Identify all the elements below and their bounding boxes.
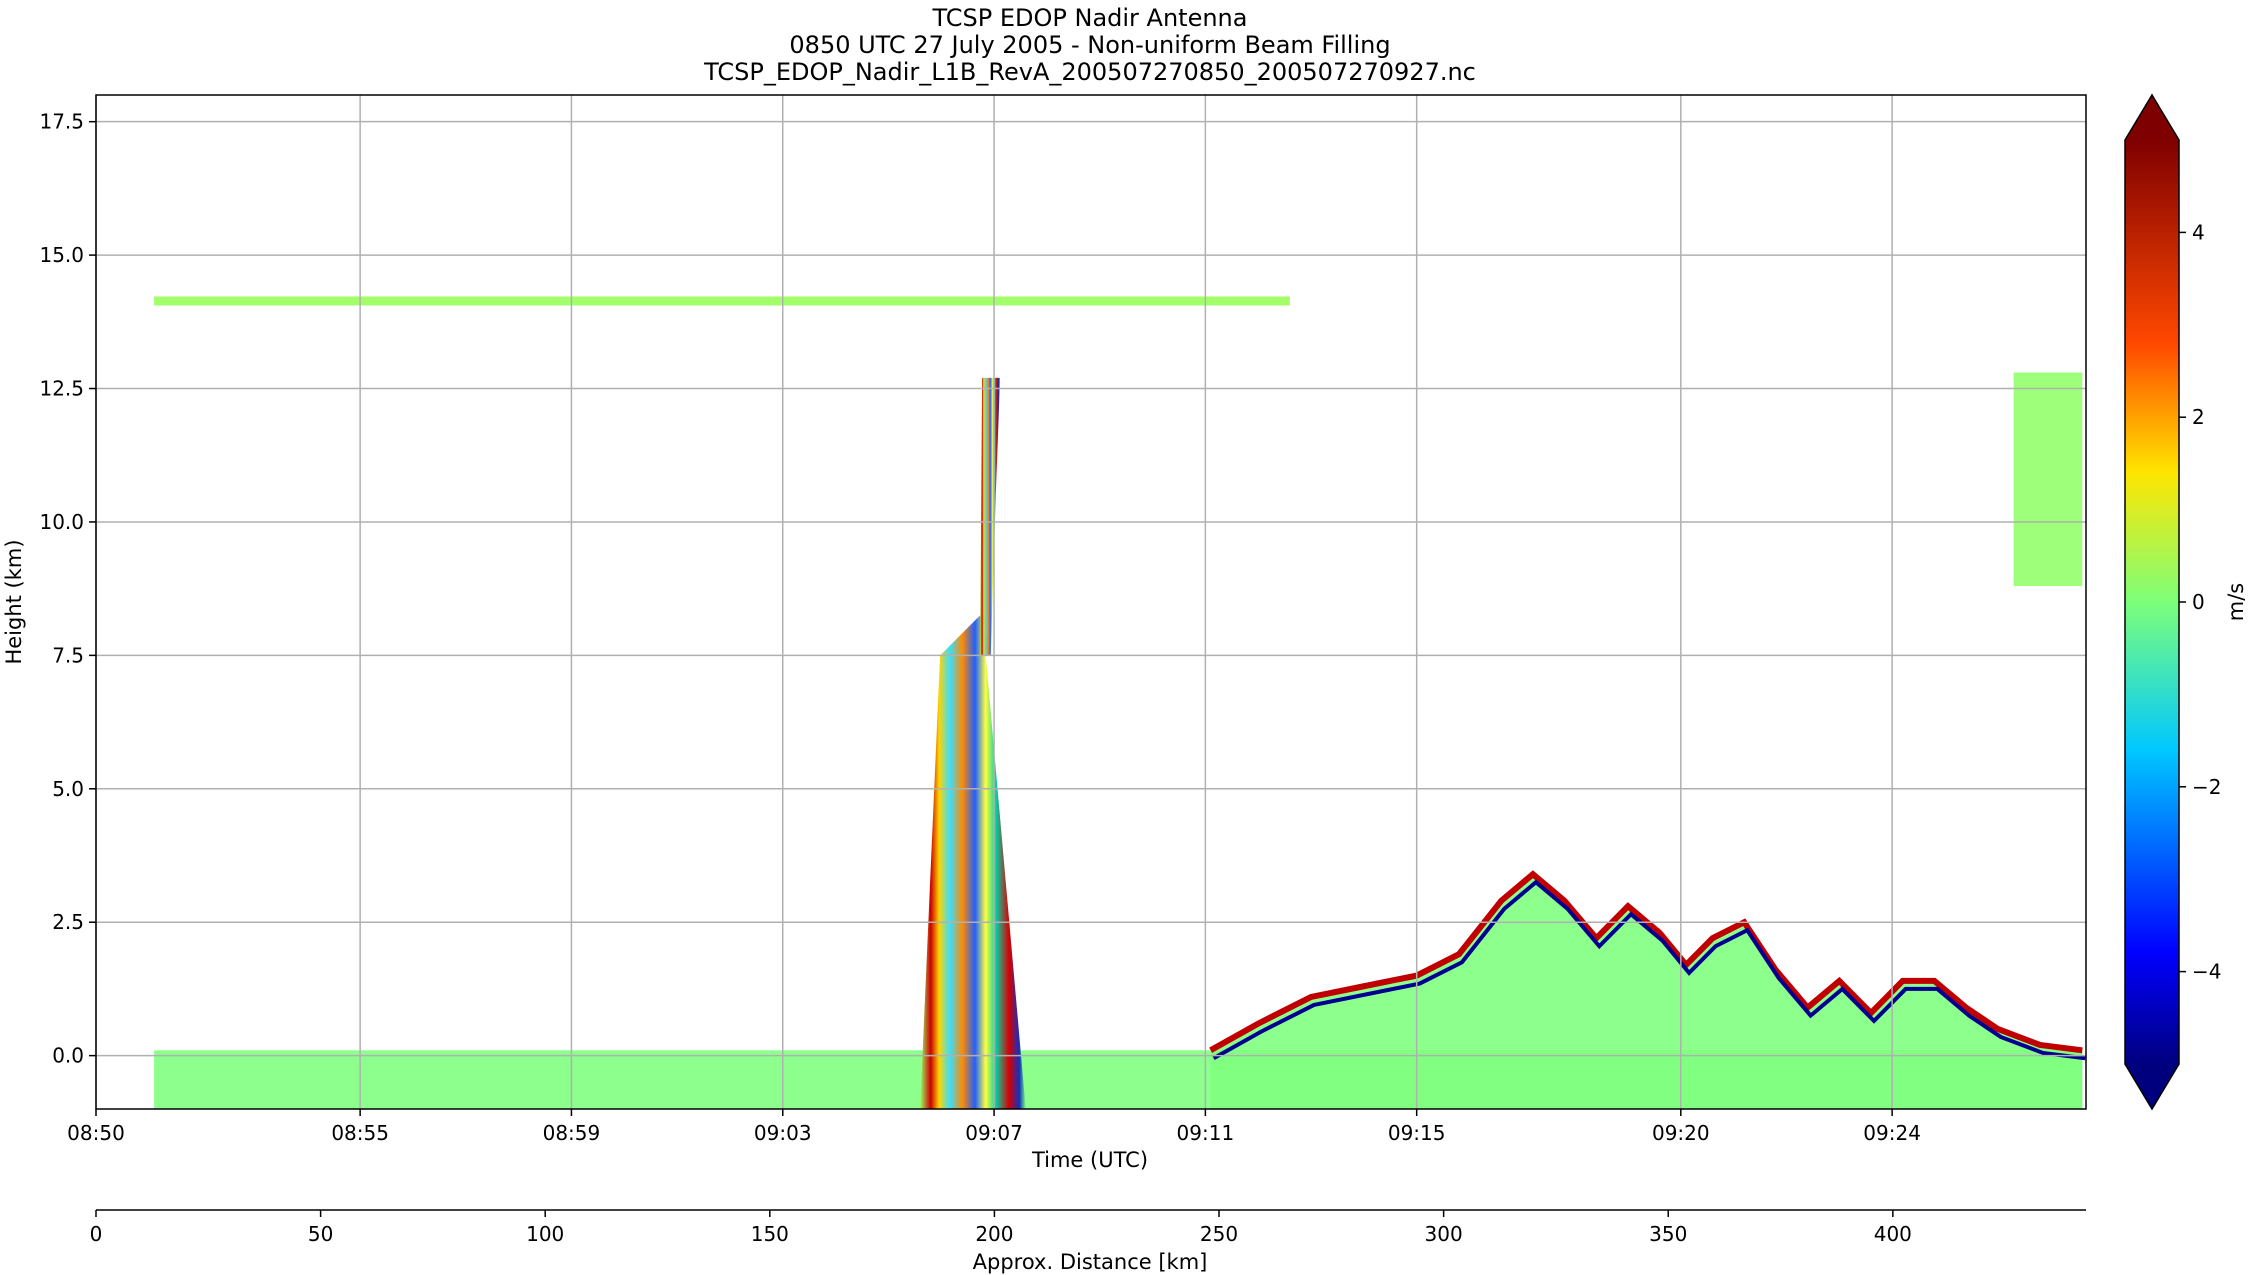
x-tick-label: 09:11 — [1177, 1121, 1235, 1145]
colorbar-tick-label: −4 — [2192, 960, 2221, 984]
colorbar-label: m/s — [2224, 583, 2248, 621]
x-tick-label: 08:50 — [67, 1121, 125, 1145]
y-tick-label: 0.0 — [52, 1044, 84, 1068]
colorbar-ticks: −4 −2 0 2 4 — [2179, 220, 2221, 984]
y-tick-label: 10.0 — [39, 510, 84, 534]
y-axis-label: Height (km) — [2, 539, 26, 664]
x-tick-label: 08:55 — [331, 1121, 389, 1145]
distance-tick-label: 400 — [1874, 1222, 1912, 1246]
y-tick-label: 7.5 — [52, 643, 84, 667]
distance-tick-label: 150 — [751, 1222, 789, 1246]
y-tick-label: 12.5 — [39, 377, 84, 401]
distance-axis-label: Approx. Distance [km] — [973, 1250, 1208, 1274]
colorbar-tick-label: 2 — [2192, 405, 2205, 429]
colorbar-extend-max — [2125, 95, 2179, 140]
grid — [95, 95, 2086, 1109]
colorbar-tick-label: −2 — [2192, 775, 2221, 799]
distance-tick-label: 100 — [526, 1222, 564, 1246]
data-layer — [154, 296, 2086, 1109]
convective-core-top — [980, 377, 1001, 656]
plot-frame — [95, 94, 2087, 1110]
chart-title-line-1: TCSP EDOP Nadir Antenna — [932, 4, 1248, 32]
x-tick-label: 08:59 — [543, 1121, 601, 1145]
feature-deep-convective-core — [920, 615, 1026, 1109]
colorbar-tick-label: 4 — [2192, 220, 2205, 244]
distance-tick-label: 200 — [975, 1222, 1013, 1246]
chart-title-line-2: 0850 UTC 27 July 2005 - Non-uniform Beam… — [789, 31, 1390, 59]
x-tick-label: 09:24 — [1863, 1121, 1921, 1145]
y-axis-ticks: 0.0 2.5 5.0 7.5 10.0 12.5 15.0 17.5 — [39, 110, 96, 1068]
y-tick-label: 17.5 — [39, 110, 84, 134]
distance-tick-label: 250 — [1200, 1222, 1238, 1246]
x-tick-label: 09:15 — [1388, 1121, 1446, 1145]
x-tick-label: 09:03 — [754, 1121, 812, 1145]
colorbar-outline — [2124, 93, 2180, 1111]
y-tick-label: 5.0 — [52, 777, 84, 801]
x-tick-label: 09:20 — [1652, 1121, 1710, 1145]
colorbar-tick-label: 0 — [2192, 590, 2205, 614]
x-tick-label: 09:07 — [965, 1121, 1023, 1145]
feature-precipitation-feature — [1210, 874, 2083, 1109]
distance-tick-label: 350 — [1649, 1222, 1687, 1246]
distance-axis-ticks: 0 50 100 150 200 250 300 350 400 — [90, 1210, 1912, 1246]
x-axis-ticks: 08:50 08:55 08:59 09:03 09:07 09:11 09:15 09:20… — [67, 1109, 1921, 1145]
colorbar-gradient — [2125, 140, 2179, 1064]
y-tick-label: 2.5 — [52, 910, 84, 934]
distance-tick-label: 0 — [90, 1222, 103, 1246]
colorbar — [2124, 93, 2180, 1111]
precip-top-edge-blue — [1212, 879, 2086, 1061]
feature-high-cloud-layer — [154, 296, 1290, 306]
distance-tick-label: 300 — [1425, 1222, 1463, 1246]
chart-title-line-3: TCSP_EDOP_Nadir_L1B_RevA_200507270850_20… — [703, 58, 1476, 86]
y-tick-label: 15.0 — [39, 243, 84, 267]
colorbar-extend-min — [2125, 1064, 2179, 1109]
distance-tick-label: 50 — [308, 1222, 333, 1246]
feature-upper-cloud-right-edge — [2013, 372, 2083, 586]
x-axis-label: Time (UTC) — [1031, 1148, 1148, 1172]
